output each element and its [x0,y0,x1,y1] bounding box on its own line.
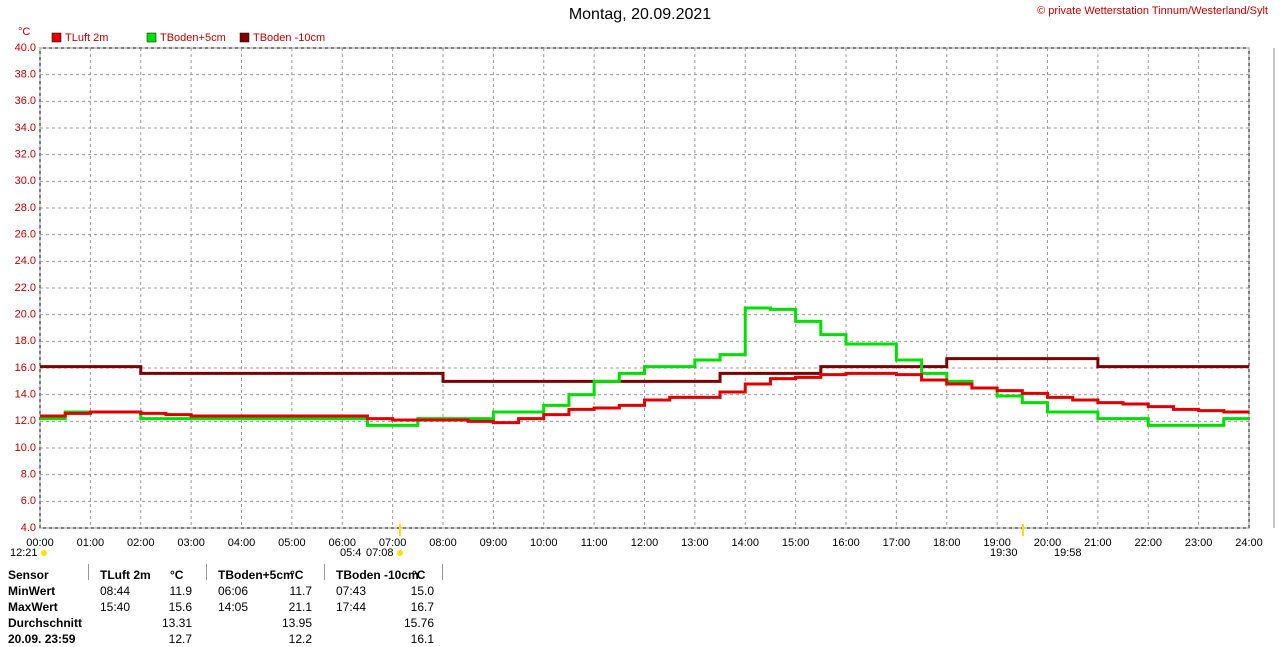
legend-label: TBoden+5cm [160,32,226,44]
table-cell: 13.95 [281,616,312,630]
x-tick-label: 21:00 [1084,537,1112,549]
x-tick-label: 24:00 [1235,537,1263,549]
separator [324,564,325,580]
y-tick-label: 38.0 [15,69,36,81]
table-cell: °C [290,568,304,582]
x-tick-label: 08:00 [429,537,457,549]
x-tick-label: 13:00 [681,537,709,549]
y-tick-label: 20.0 [15,309,36,321]
x-tick-label: 23:00 [1185,537,1213,549]
x-tick-label: 14:00 [731,537,759,549]
x-tick-label: 10:00 [530,537,558,549]
table-cell: 15.76 [403,616,434,630]
sun-icon [41,550,47,556]
table-cell: MinWert [8,584,56,598]
table-cell: MaxWert [8,600,58,614]
x-tick-label: 12:00 [631,537,659,549]
x-tick-label: 00:00 [26,537,54,549]
y-tick-label: 12.0 [15,415,36,427]
legend-label: TBoden -10cm [253,32,325,44]
y-tick-label: 8.0 [21,469,36,481]
series-line [40,371,1249,425]
x-tick-label: 04:00 [228,537,256,549]
table-cell: °C [412,568,426,582]
sun-time: 07:08 [366,547,394,559]
table-cell: Durchschnitt [8,616,83,630]
x-tick-label: 05:00 [278,537,306,549]
y-tick-label: 34.0 [15,122,36,134]
table-cell: 08:44 [100,584,131,598]
credit: © private Wetterstation Tinnum/Westerlan… [1037,5,1268,17]
table-cell: 07:43 [336,584,367,598]
x-tick-label: 20:00 [1034,537,1062,549]
table-cell: °C [170,568,184,582]
table-cell: 06:06 [218,584,249,598]
legend-swatch [51,32,62,43]
table-cell: TLuft 2m [100,568,151,582]
table-cell: 21.1 [288,600,312,614]
table-cell: 15:40 [100,600,131,614]
table-cell: 16.1 [410,632,434,646]
x-tick-label: 15:00 [782,537,810,549]
separator [442,564,443,580]
x-tick-label: 11:00 [581,537,608,549]
y-tick-label: 26.0 [15,229,36,241]
separator [88,564,89,580]
y-tick-label: 6.0 [21,495,36,507]
y-tick-label: 18.0 [15,335,36,347]
x-tick-label: 02:00 [127,537,155,549]
separator [206,564,207,580]
table-cell: 12.7 [168,632,192,646]
sun-time: 12:21 [10,547,38,559]
y-tick-label: 30.0 [15,175,36,187]
y-unit: °C [18,26,30,38]
y-tick-label: 24.0 [15,255,36,267]
legend-swatch [239,32,250,43]
sun-time: 19:30 [990,547,1018,559]
x-tick-label: 07:00 [379,537,407,549]
series-line [40,306,1249,427]
table-cell: 12.2 [288,632,312,646]
x-tick-label: 09:00 [480,537,508,549]
x-tick-label: 06:00 [328,537,356,549]
y-tick-label: 22.0 [15,282,36,294]
table-cell: 20.09. 23:59 [8,632,76,646]
chart: Montag, 20.09.2021 © private Wetterstati… [10,5,1275,559]
sun-icon [397,550,403,556]
x-tick-label: 01:00 [77,537,105,549]
table-cell: 15.0 [410,584,434,598]
x-tick-label: 22:00 [1134,537,1162,549]
y-tick-label: 10.0 [15,442,36,454]
y-tick-label: 14.0 [15,389,36,401]
table-cell: 11.7 [289,584,312,598]
x-tick-label: 17:00 [883,537,911,549]
table-cell: Sensor [8,568,49,582]
legend-label: TLuft 2m [65,32,108,44]
table-cell: TBoden+5cm [218,568,294,582]
sun-time: 19:58 [1054,547,1082,559]
x-tick-label: 19:00 [983,537,1011,549]
x-tick-label: 16:00 [832,537,860,549]
y-tick-label: 16.0 [15,362,36,374]
table-cell: 17:44 [336,600,367,614]
y-tick-label: 36.0 [15,95,36,107]
y-tick-label: 28.0 [15,202,36,214]
table-cell: 11.9 [169,584,192,598]
y-tick-label: 40.0 [15,42,36,54]
sun-time: 05:4 [340,547,361,559]
table-cell: TBoden -10cm [336,568,419,582]
x-tick-label: 18:00 [933,537,961,549]
table-cell: 13.31 [161,616,192,630]
stats-table: Sensor TLuft 2m °C TBoden+5cm °C TBoden -10cm… [0,564,443,646]
table-cell: 14:05 [218,600,249,614]
y-tick-label: 32.0 [15,149,36,161]
table-cell: 15.6 [168,600,192,614]
table-cell: 16.7 [410,600,434,614]
legend-swatch [146,32,157,43]
x-tick-label: 03:00 [177,537,205,549]
y-tick-label: 4.0 [21,522,36,534]
chart-title: Montag, 20.09.2021 [569,6,711,23]
series-line [40,357,1249,383]
